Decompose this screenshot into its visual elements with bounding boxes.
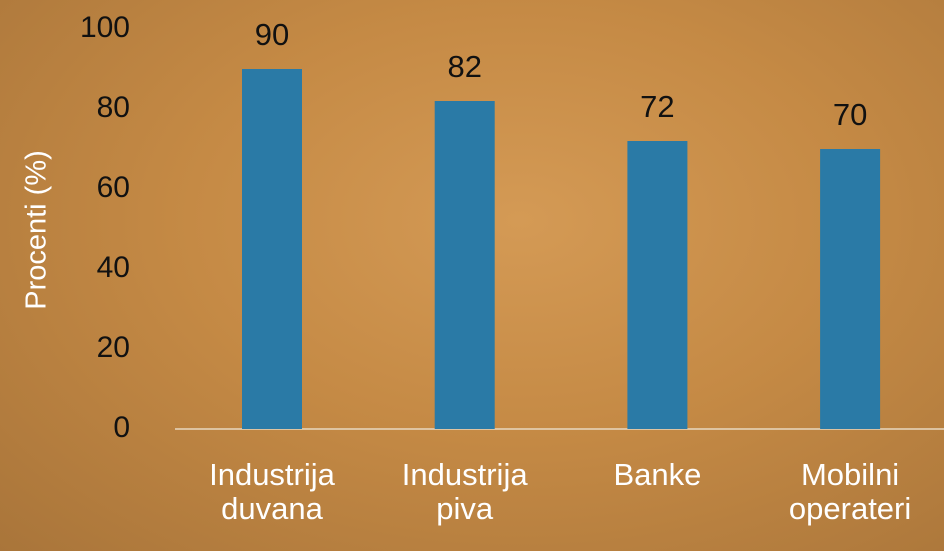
x-tick-label: Industrija piva [370, 458, 560, 526]
bar [435, 101, 495, 429]
y-tick-label: 60 [97, 171, 130, 204]
bar [627, 141, 687, 429]
bar [820, 149, 880, 429]
value-label: 82 [447, 49, 481, 84]
value-label: 70 [833, 97, 867, 132]
bar [242, 69, 302, 429]
x-tick-label: Mobilni operateri [755, 458, 944, 526]
y-axis-label: Procenti (%) [21, 150, 53, 310]
y-tick-label: 100 [80, 11, 130, 44]
y-tick-label: 40 [97, 251, 130, 284]
x-tick-label: Banke [562, 458, 752, 492]
x-tick-label: Industrija duvana [177, 458, 367, 526]
y-tick-label: 80 [97, 91, 130, 124]
y-tick-label: 0 [113, 411, 130, 444]
value-label: 90 [255, 17, 289, 52]
page: Procenti (%) 0 20 40 60 80 100 90 82 72 70 Indust… [0, 0, 944, 551]
value-label: 72 [640, 89, 674, 124]
y-tick-label: 20 [97, 331, 130, 364]
